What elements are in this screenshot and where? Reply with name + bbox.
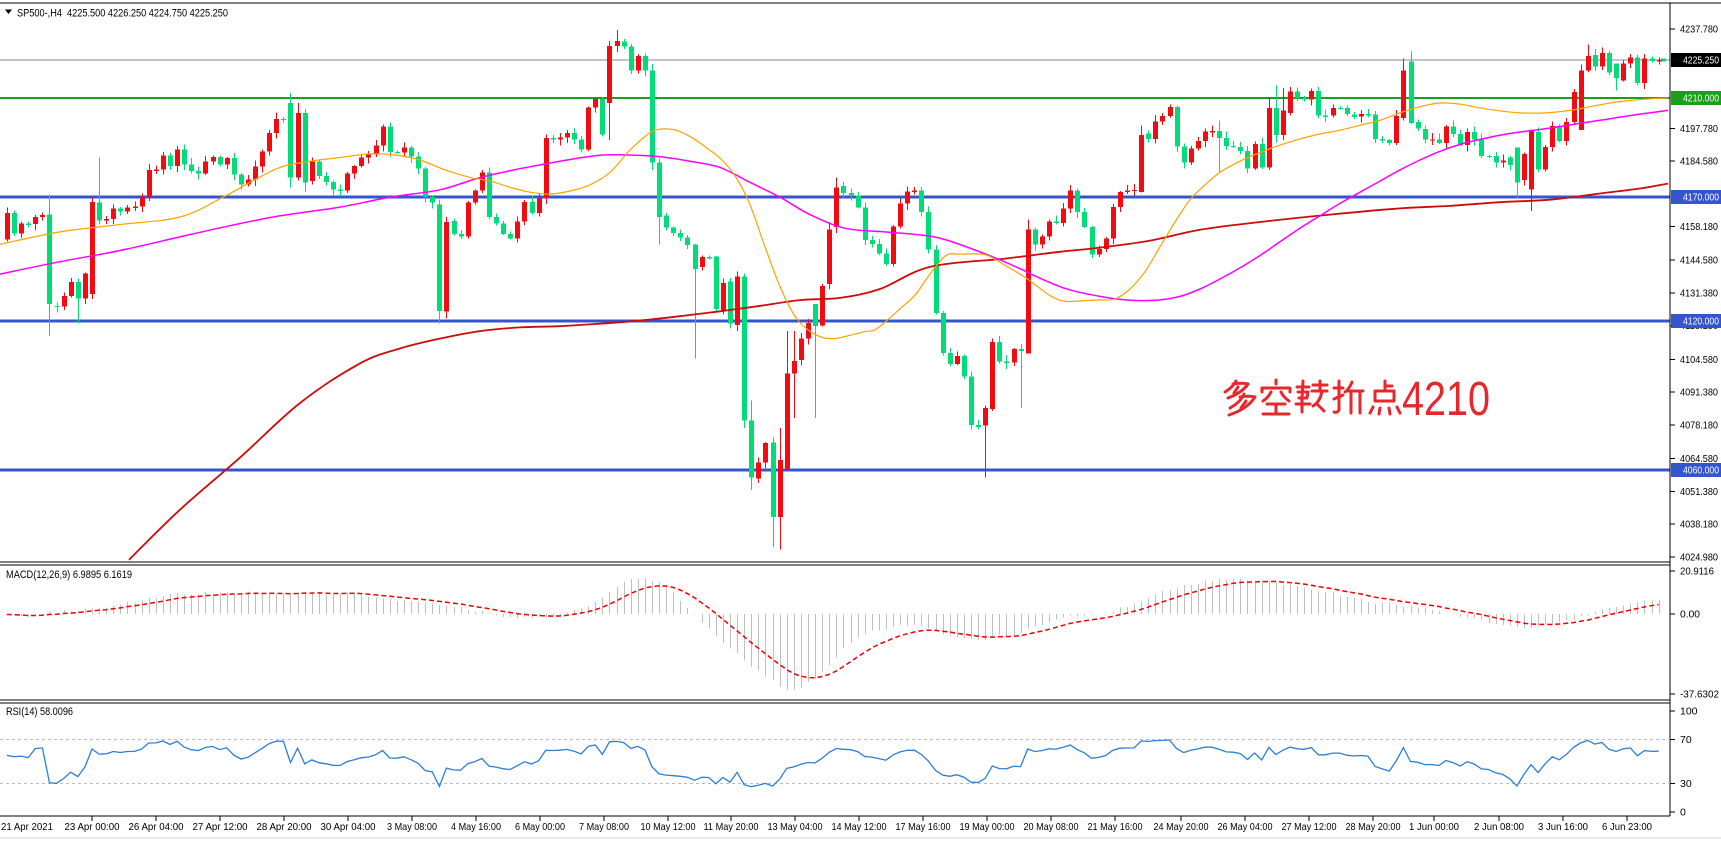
svg-text:27 Apr 12:00: 27 Apr 12:00 — [193, 821, 248, 833]
svg-text:26 May 04:00: 26 May 04:00 — [1218, 821, 1273, 833]
svg-text:7 May 08:00: 7 May 08:00 — [579, 821, 629, 833]
svg-text:4051.380: 4051.380 — [1680, 486, 1718, 498]
svg-text:4038.180: 4038.180 — [1680, 519, 1718, 531]
svg-text:SP500-,H4 4225.500 4226.250 4: SP500-,H4 4225.500 4226.250 4224.750 422… — [17, 8, 228, 20]
svg-text:4060.000: 4060.000 — [1683, 465, 1719, 477]
svg-text:1 Jun 00:00: 1 Jun 00:00 — [1409, 821, 1459, 833]
svg-text:19 May 00:00: 19 May 00:00 — [960, 821, 1015, 833]
svg-text:4210: 4210 — [1402, 373, 1490, 426]
svg-text:28 Apr 20:00: 28 Apr 20:00 — [257, 821, 312, 833]
svg-text:2 Jun 08:00: 2 Jun 08:00 — [1474, 821, 1524, 833]
svg-text:0: 0 — [1680, 807, 1686, 819]
svg-text:13 May 04:00: 13 May 04:00 — [768, 821, 823, 833]
svg-text:4197.780: 4197.780 — [1680, 123, 1718, 135]
svg-text:30 Apr 04:00: 30 Apr 04:00 — [321, 821, 376, 833]
svg-text:4024.980: 4024.980 — [1680, 551, 1718, 563]
svg-text:4 May 16:00: 4 May 16:00 — [451, 821, 501, 833]
svg-text:21 Apr 2021: 21 Apr 2021 — [1, 821, 53, 833]
svg-text:4184.580: 4184.580 — [1680, 156, 1718, 168]
svg-text:28 May 20:00: 28 May 20:00 — [1346, 821, 1401, 833]
svg-text:3 May 08:00: 3 May 08:00 — [387, 821, 437, 833]
svg-text:10 May 12:00: 10 May 12:00 — [641, 821, 696, 833]
svg-text:4170.000: 4170.000 — [1683, 192, 1719, 204]
svg-text:4158.180: 4158.180 — [1680, 221, 1718, 233]
svg-text:4104.580: 4104.580 — [1680, 354, 1718, 366]
svg-text:4091.380: 4091.380 — [1680, 387, 1718, 399]
svg-text:6 May 00:00: 6 May 00:00 — [515, 821, 565, 833]
svg-text:23 Apr 00:00: 23 Apr 00:00 — [65, 821, 120, 833]
svg-text:RSI(14) 58.0096: RSI(14) 58.0096 — [6, 706, 73, 718]
svg-text:4144.580: 4144.580 — [1680, 255, 1718, 267]
svg-text:4237.780: 4237.780 — [1680, 24, 1718, 36]
svg-text:4078.180: 4078.180 — [1680, 419, 1718, 431]
svg-text:MACD(12,26,9) 6.9895 6.1619: MACD(12,26,9) 6.9895 6.1619 — [6, 569, 132, 581]
svg-text:100: 100 — [1680, 706, 1698, 718]
svg-text:3 Jun 16:00: 3 Jun 16:00 — [1538, 821, 1588, 833]
svg-text:26 Apr 04:00: 26 Apr 04:00 — [129, 821, 184, 833]
svg-text:20.9116: 20.9116 — [1680, 566, 1714, 578]
svg-text:4210.000: 4210.000 — [1683, 93, 1719, 105]
svg-text:14 May 12:00: 14 May 12:00 — [832, 821, 887, 833]
svg-text:30: 30 — [1680, 778, 1692, 790]
svg-text:21 May 16:00: 21 May 16:00 — [1088, 821, 1143, 833]
svg-text:-37.6302: -37.6302 — [1680, 689, 1719, 701]
svg-text:11 May 20:00: 11 May 20:00 — [704, 821, 759, 833]
svg-text:4225.250: 4225.250 — [1683, 55, 1719, 67]
svg-text:27 May 12:00: 27 May 12:00 — [1282, 821, 1337, 833]
svg-text:0.00: 0.00 — [1680, 609, 1700, 621]
svg-text:4064.580: 4064.580 — [1680, 453, 1718, 465]
svg-text:4131.380: 4131.380 — [1680, 288, 1718, 300]
svg-text:6 Jun 23:00: 6 Jun 23:00 — [1602, 821, 1652, 833]
svg-text:70: 70 — [1680, 734, 1692, 746]
svg-text:4120.000: 4120.000 — [1683, 316, 1719, 328]
svg-text:24 May 20:00: 24 May 20:00 — [1154, 821, 1209, 833]
svg-text:17 May 16:00: 17 May 16:00 — [896, 821, 951, 833]
svg-text:20 May 08:00: 20 May 08:00 — [1024, 821, 1079, 833]
